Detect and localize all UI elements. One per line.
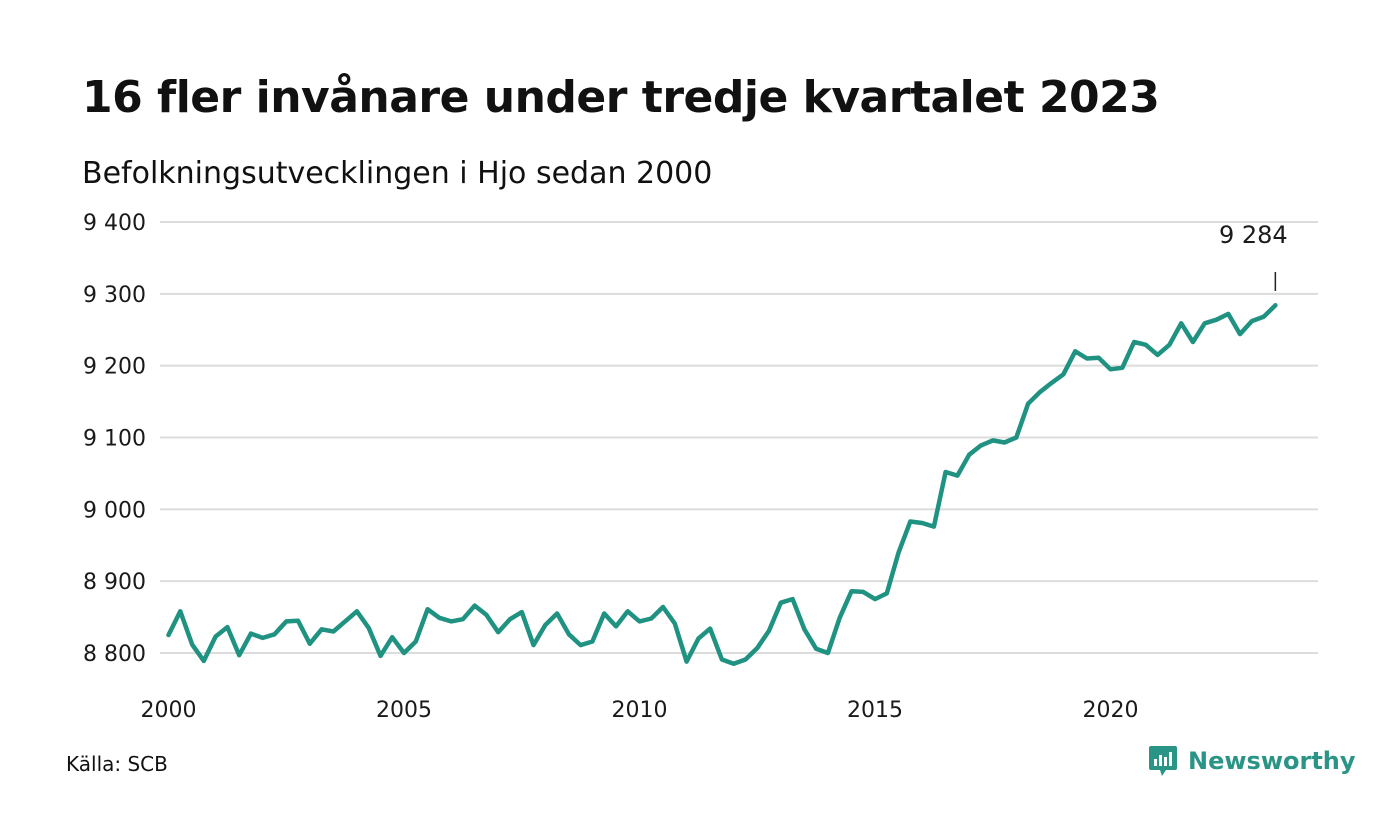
gridlines	[160, 221, 1318, 654]
series	[166, 303, 1278, 667]
x-tick-label: 2005	[376, 698, 432, 723]
x-tick-label: 2000	[141, 698, 197, 723]
y-tick-label: 9 300	[83, 283, 146, 308]
series-line	[166, 303, 1278, 667]
y-tick-label: 9 200	[83, 355, 146, 380]
annotation-label: 9 284	[1219, 221, 1288, 249]
source-note: Källa: SCB	[66, 752, 168, 776]
y-tick-label: 8 900	[83, 570, 146, 595]
y-tick-label: 9 400	[83, 211, 146, 236]
newsworthy-logo-icon	[1149, 746, 1177, 776]
annotation: 9 284	[1219, 221, 1288, 291]
x-tick-label: 2015	[847, 698, 903, 723]
y-tick-label: 9 100	[83, 427, 146, 452]
chart-subtitle: Befolkningsutvecklingen i Hjo sedan 2000	[82, 156, 713, 191]
y-tick-label: 8 800	[83, 642, 146, 667]
x-axis-ticks: 2000 2005 2010 2015 2020	[141, 698, 1139, 723]
brand-name: Newsworthy	[1188, 747, 1356, 775]
y-axis-ticks: 8 800 8 900 9 000 9 100 9 200 9 300 9 400	[83, 211, 146, 667]
y-tick-label: 9 000	[83, 498, 146, 523]
x-tick-label: 2010	[612, 698, 668, 723]
x-tick-label: 2020	[1083, 698, 1139, 723]
chart-title: 16 fler invånare under tredje kvartalet …	[82, 72, 1160, 123]
brand: Newsworthy	[1148, 744, 1356, 778]
